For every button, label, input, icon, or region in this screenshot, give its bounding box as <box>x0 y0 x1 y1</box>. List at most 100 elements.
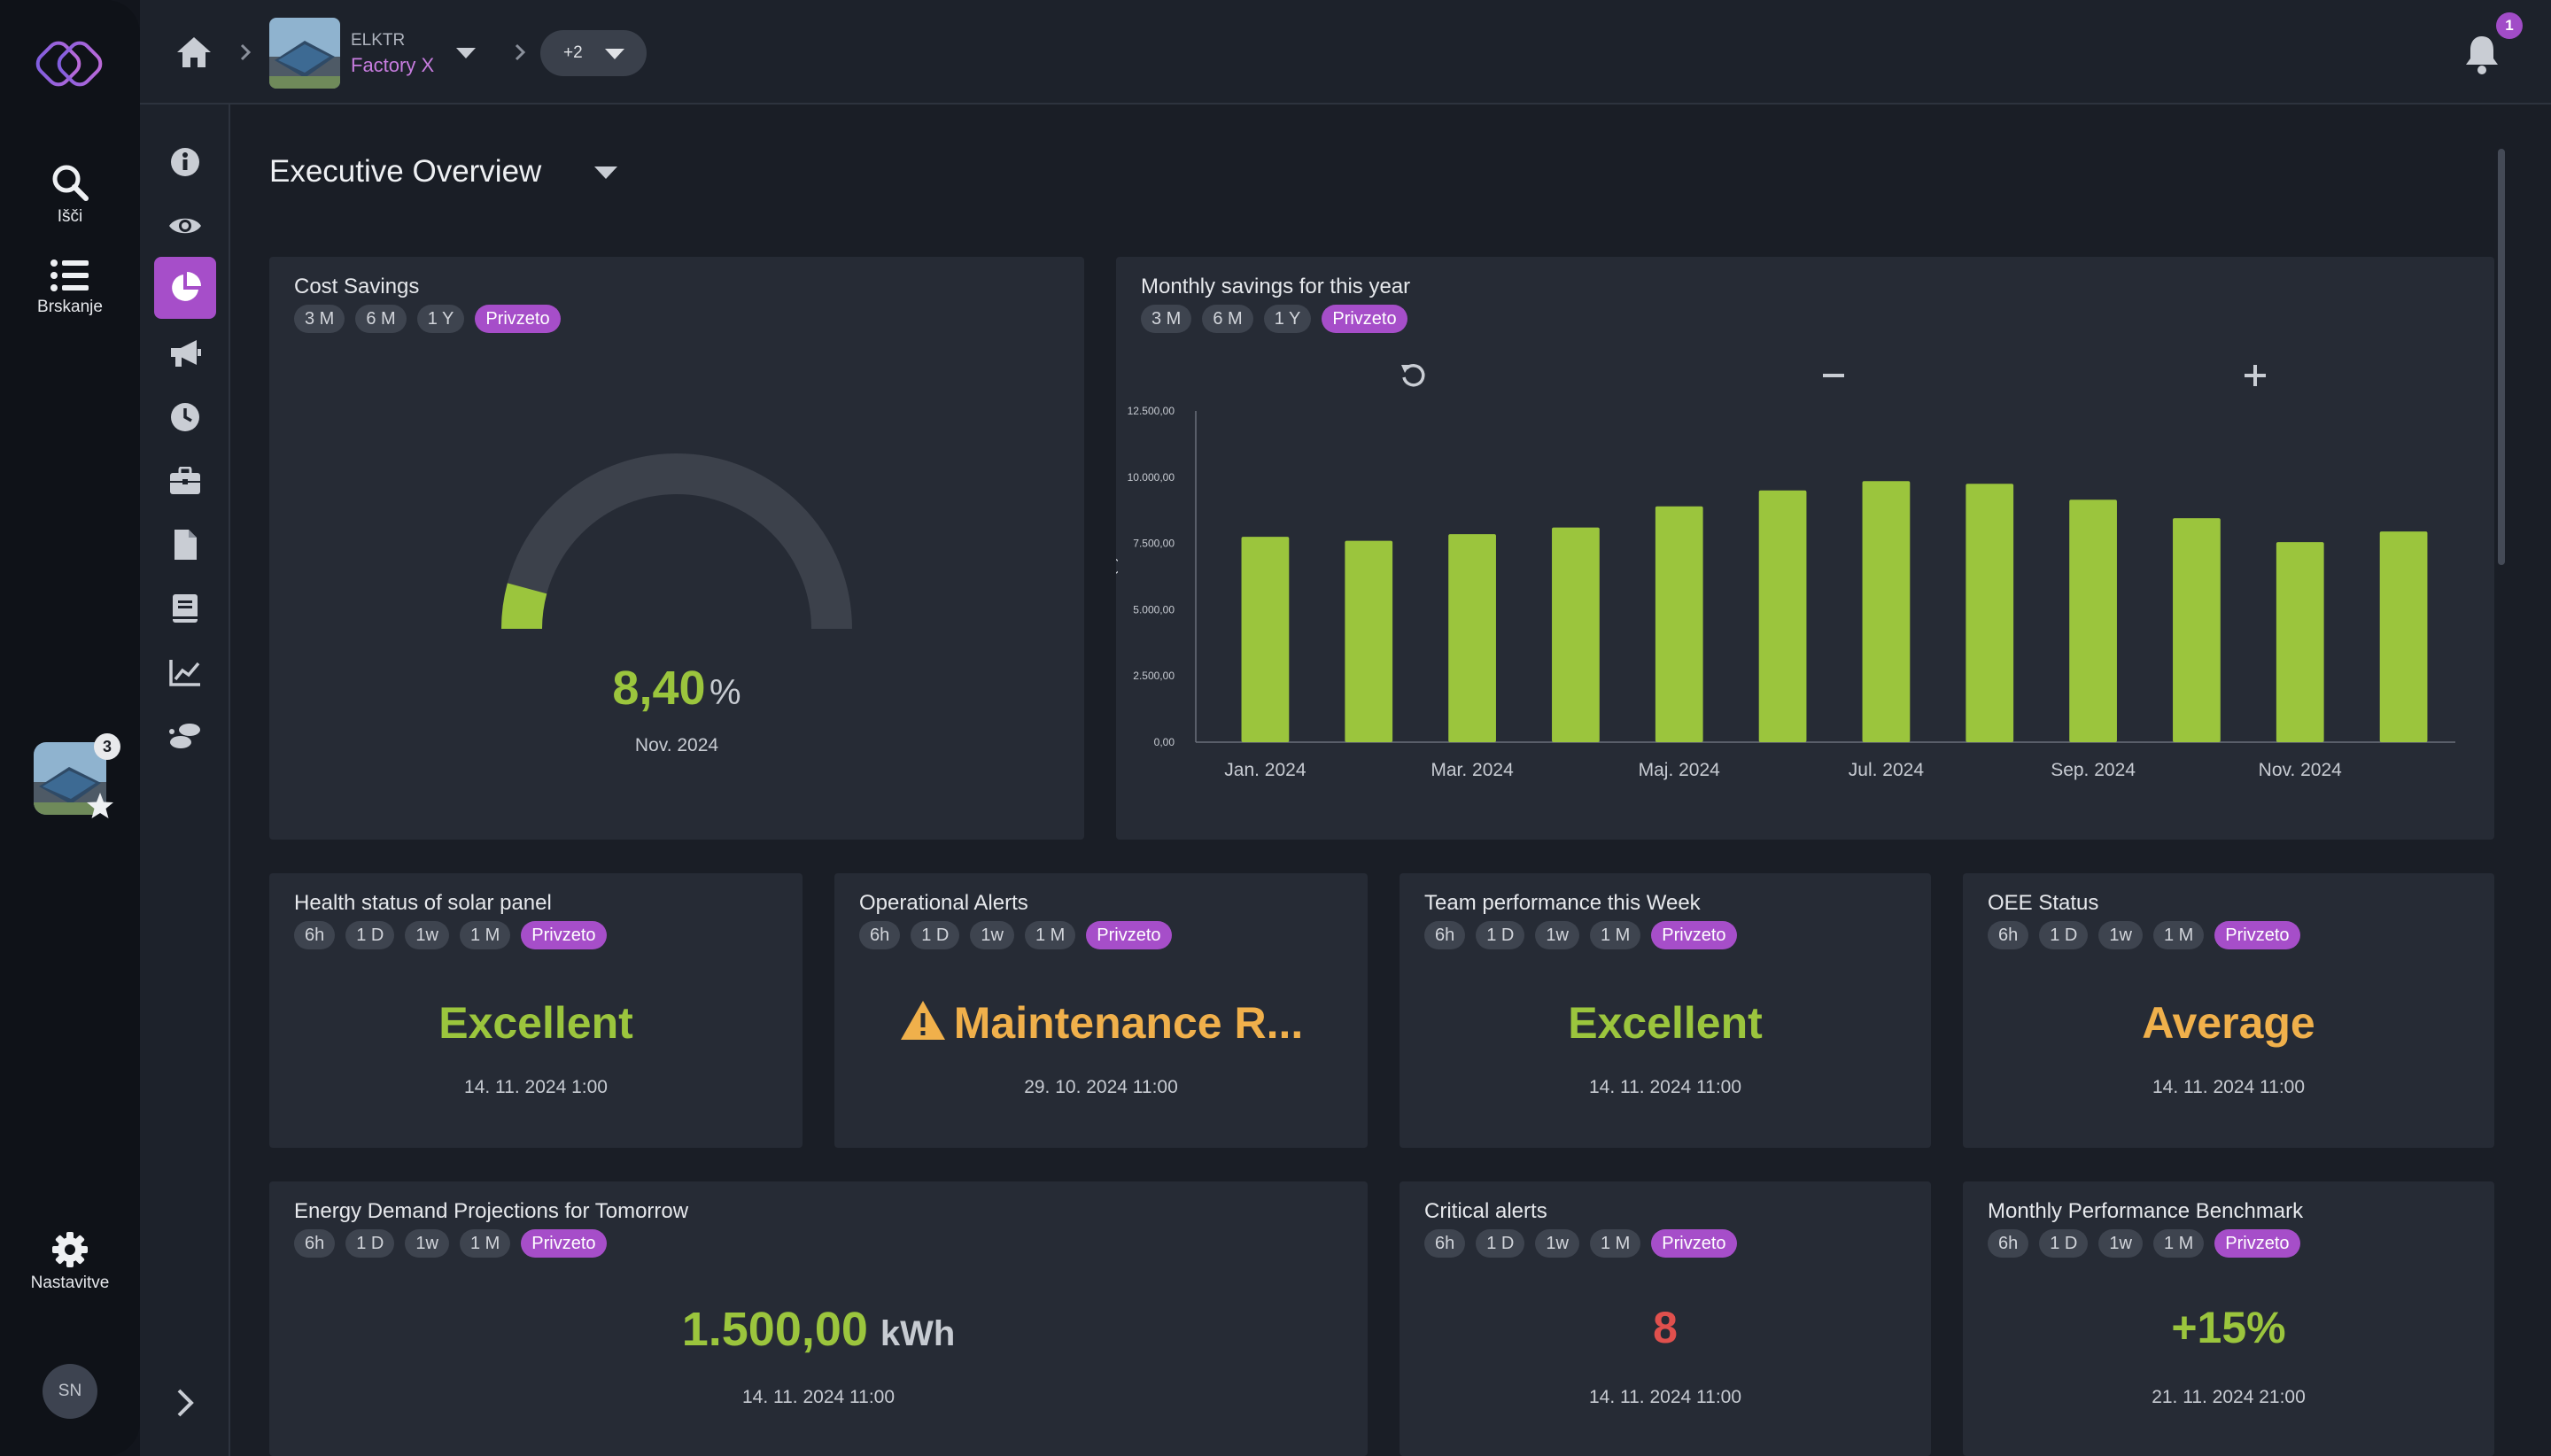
time-range-chips: 6h 1 D 1w 1 M Privzeto <box>1988 921 2300 949</box>
chip-1d[interactable]: 1 D <box>2039 1229 2089 1258</box>
caret-down-icon[interactable] <box>593 165 618 181</box>
chip-default[interactable]: Privzeto <box>1651 921 1737 949</box>
chip-6h[interactable]: 6h <box>859 921 901 949</box>
chip-1w[interactable]: 1w <box>405 1229 449 1258</box>
card-operational-alerts: Operational Alerts 6h 1 D 1w 1 M Privzet… <box>834 873 1368 1148</box>
zoom-out-icon[interactable] <box>1821 363 1846 388</box>
rail-settings-label: Nastavitve <box>30 1274 110 1292</box>
chip-1d[interactable]: 1 D <box>1476 1229 1525 1258</box>
chip-default[interactable]: Privzeto <box>1651 1229 1737 1258</box>
rail-settings[interactable]: Nastavitve <box>0 1231 140 1293</box>
bar-jun-2024 <box>1758 490 1807 742</box>
chip-1w[interactable]: 1w <box>1535 921 1579 949</box>
chip-1w[interactable]: 1w <box>970 921 1014 949</box>
energy-demand-value-row: 1.500,00 kWh <box>269 1302 1368 1357</box>
nav-analytics[interactable] <box>154 641 216 703</box>
nav-work[interactable] <box>154 450 216 512</box>
chip-6h[interactable]: 6h <box>1988 921 2029 949</box>
chip-1d[interactable]: 1 D <box>345 921 395 949</box>
scrollbar[interactable] <box>2498 149 2505 565</box>
rail-search-label: Išči <box>57 207 83 226</box>
x-tick-label: Nov. 2024 <box>2259 760 2342 780</box>
nav-manual[interactable] <box>154 577 216 639</box>
chip-1w[interactable]: 1w <box>405 921 449 949</box>
chip-1y[interactable]: 1 Y <box>416 305 465 333</box>
chip-1m[interactable]: 1 M <box>1024 921 1076 949</box>
nav-history[interactable] <box>154 386 216 448</box>
chip-1m[interactable]: 1 M <box>2152 921 2205 949</box>
chip-1w[interactable]: 1w <box>2098 921 2143 949</box>
section-icon-nav <box>140 105 230 1456</box>
home-icon[interactable] <box>175 35 213 69</box>
time-range-chips: 3 M 6 M 1 Y Privzeto <box>1141 305 1407 333</box>
nav-documents[interactable] <box>154 514 216 576</box>
breadcrumb-org[interactable]: ELKTR <box>351 31 406 50</box>
zoom-in-icon[interactable] <box>2243 363 2268 388</box>
chip-default[interactable]: Privzeto <box>1086 921 1172 949</box>
chip-3m[interactable]: 3 M <box>1141 305 1192 333</box>
time-range-chips: 3 M 6 M 1 Y Privzeto <box>294 305 561 333</box>
card-cost-savings: Cost Savings 3 M 6 M 1 Y Privzeto 8,40 %… <box>269 257 1084 840</box>
chip-default[interactable]: Privzeto <box>475 305 561 333</box>
chip-1w[interactable]: 1w <box>1535 1229 1579 1258</box>
nav-dashboards[interactable] <box>154 257 216 319</box>
chip-1w[interactable]: 1w <box>2098 1229 2143 1258</box>
warning-icon <box>900 1001 945 1040</box>
critical-alerts-date: 14. 11. 2024 11:00 <box>1588 1387 1742 1407</box>
chip-default[interactable]: Privzeto <box>2214 921 2300 949</box>
bell-icon[interactable] <box>2464 34 2500 74</box>
chip-6h[interactable]: 6h <box>294 921 336 949</box>
eye-icon <box>169 218 201 234</box>
card-team-performance: Team performance this Week 6h 1 D 1w 1 M… <box>1400 873 1931 1148</box>
chip-1m[interactable]: 1 M <box>1589 1229 1641 1258</box>
chip-3m[interactable]: 3 M <box>294 305 345 333</box>
footprints-icon <box>169 724 200 748</box>
benchmark-date: 21. 11. 2024 21:00 <box>2152 1387 2306 1407</box>
chip-1m[interactable]: 1 M <box>459 921 511 949</box>
nav-announcements[interactable] <box>154 322 216 384</box>
star-icon[interactable] <box>85 791 115 821</box>
rail-browse[interactable]: Brskanje <box>0 259 140 317</box>
project-thumbnail[interactable] <box>34 742 106 815</box>
chip-default[interactable]: Privzeto <box>521 1229 607 1258</box>
page-title[interactable]: Executive Overview <box>269 154 542 189</box>
chip-1m[interactable]: 1 M <box>2152 1229 2205 1258</box>
chip-6h[interactable]: 6h <box>1424 1229 1466 1258</box>
chip-1d[interactable]: 1 D <box>911 921 960 949</box>
more-breadcrumbs-button[interactable]: +2 <box>540 30 647 76</box>
chip-default[interactable]: Privzeto <box>521 921 607 949</box>
energy-demand-unit: kWh <box>880 1314 956 1353</box>
card-critical-alerts: Critical alerts 6h 1 D 1w 1 M Privzeto 8… <box>1400 1181 1931 1456</box>
rail-search[interactable]: Išči <box>0 163 140 227</box>
app-logo-icon[interactable] <box>35 34 106 96</box>
chip-1m[interactable]: 1 M <box>1589 921 1641 949</box>
nav-tracking[interactable] <box>154 705 216 767</box>
breadcrumb-factory-thumbnail[interactable] <box>269 18 340 89</box>
nav-info[interactable] <box>154 131 216 193</box>
card-title: Team performance this Week <box>1424 891 1701 915</box>
chip-1d[interactable]: 1 D <box>345 1229 395 1258</box>
chip-1m[interactable]: 1 M <box>459 1229 511 1258</box>
breadcrumb-site[interactable]: Factory X <box>351 54 435 76</box>
chip-6h[interactable]: 6h <box>1424 921 1466 949</box>
caret-down-icon[interactable] <box>455 46 477 60</box>
reset-zoom-icon[interactable] <box>1400 361 1428 390</box>
gauge-value: 8,40 % <box>269 661 1084 716</box>
team-performance-value: Excellent <box>1568 998 1763 1048</box>
nav-monitor[interactable] <box>154 195 216 257</box>
operational-alert-value: Maintenance R... <box>834 997 1368 1049</box>
chip-6m[interactable]: 6 M <box>355 305 407 333</box>
bar-avg-2024 <box>1966 484 2014 742</box>
chip-default[interactable]: Privzeto <box>2214 1229 2300 1258</box>
chip-1y[interactable]: 1 Y <box>1263 305 1312 333</box>
chip-1d[interactable]: 1 D <box>1476 921 1525 949</box>
chip-6h[interactable]: 6h <box>1988 1229 2029 1258</box>
gear-icon <box>52 1232 88 1267</box>
chip-6h[interactable]: 6h <box>294 1229 336 1258</box>
chip-6m[interactable]: 6 M <box>1202 305 1253 333</box>
expand-chevron-icon[interactable] <box>175 1387 195 1419</box>
bar-mar-2024 <box>1448 534 1496 742</box>
chip-default[interactable]: Privzeto <box>1322 305 1407 333</box>
chip-1d[interactable]: 1 D <box>2039 921 2089 949</box>
user-avatar[interactable]: SN <box>43 1364 97 1419</box>
